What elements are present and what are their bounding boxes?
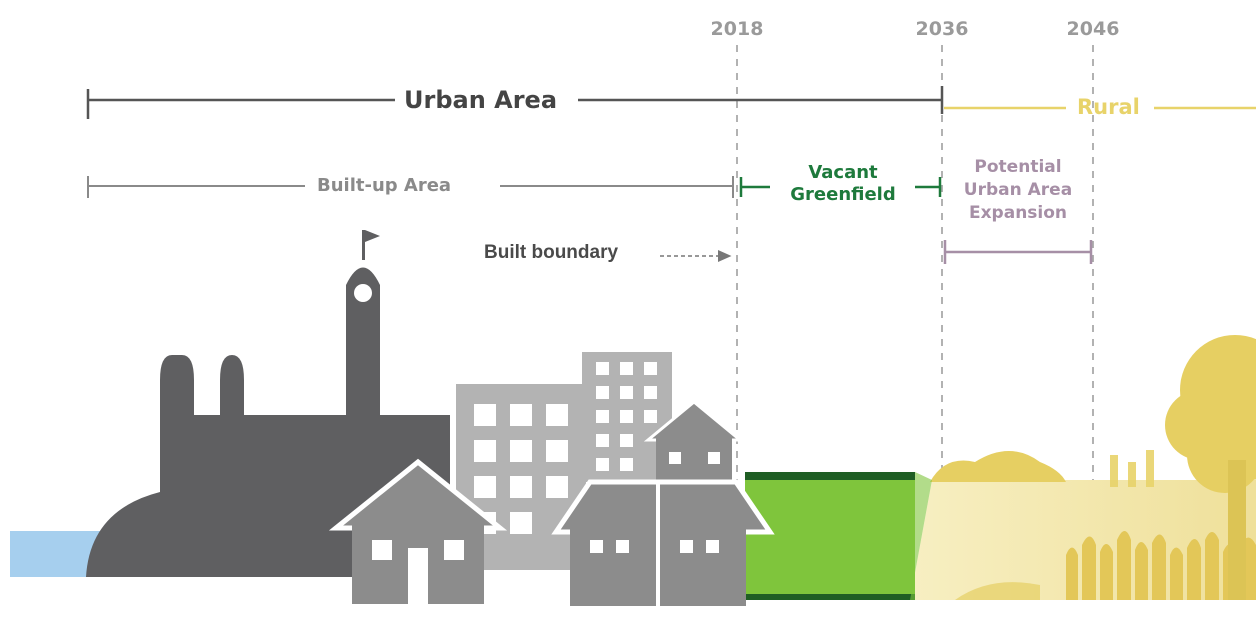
vacant-greenfield-line-1: Vacant <box>808 162 878 183</box>
small-house <box>643 400 745 482</box>
greenfield <box>745 472 932 600</box>
built-up-area-label: Built-up Area <box>317 175 452 196</box>
rural-fields <box>910 450 1256 600</box>
expansion-line-3: Expansion <box>968 203 1068 223</box>
tree <box>1165 335 1256 600</box>
expansion-bracket <box>943 240 1093 264</box>
expansion-label: Potential Urban Area Expansion <box>946 156 1090 225</box>
vacant-greenfield-label: Vacant Greenfield <box>772 162 914 206</box>
city-hall <box>86 230 450 577</box>
built-boundary-label: Built boundary <box>484 242 619 263</box>
expansion-line-1: Potential <box>974 157 1062 177</box>
rural-label: Rural <box>1077 95 1140 119</box>
vacant-greenfield-bracket <box>739 177 942 197</box>
vacant-greenfield-line-2: Greenfield <box>790 184 896 205</box>
urban-area-label: Urban Area <box>404 86 558 114</box>
duplex-house <box>551 479 775 606</box>
urban-area-bracket <box>86 86 944 119</box>
built-up-area-bracket <box>87 176 734 198</box>
year-label-2036: 2036 <box>915 18 969 40</box>
expansion-line-2: Urban Area <box>963 180 1073 200</box>
year-label-2018: 2018 <box>710 18 764 40</box>
front-house <box>328 458 508 604</box>
year-label-2046: 2046 <box>1066 18 1120 40</box>
